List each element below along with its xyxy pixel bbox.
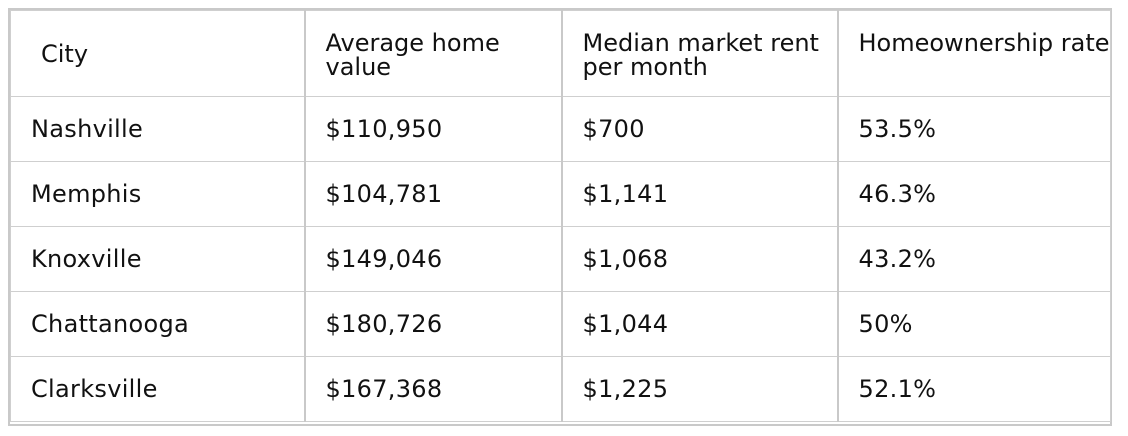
table-row: Knoxville $149,046 $1,068 43.2% bbox=[10, 226, 1111, 292]
cell-median-rent: $1,044 bbox=[560, 291, 838, 357]
cell-city: Nashville bbox=[10, 96, 305, 162]
housing-data-table: City Average home value Median market re… bbox=[10, 10, 1111, 422]
cell-homeownership-rate: 53.5% bbox=[836, 96, 1111, 162]
cell-average-home-value: $149,046 bbox=[303, 226, 562, 292]
cell-homeownership-rate: 50% bbox=[836, 291, 1111, 357]
cell-city: Chattanooga bbox=[10, 291, 305, 357]
cell-median-rent: $700 bbox=[560, 96, 838, 162]
table-row: Nashville $110,950 $700 53.5% bbox=[10, 96, 1111, 162]
column-header-median-rent: Median market rent per month bbox=[560, 10, 838, 97]
cell-homeownership-rate: 46.3% bbox=[836, 161, 1111, 227]
table-bottom-border bbox=[8, 424, 1112, 426]
cell-city: Memphis bbox=[10, 161, 305, 227]
cell-average-home-value: $167,368 bbox=[303, 356, 562, 422]
cell-median-rent: $1,068 bbox=[560, 226, 838, 292]
column-header-average-home-value: Average home value bbox=[303, 10, 562, 97]
table-row: Chattanooga $180,726 $1,044 50% bbox=[10, 291, 1111, 357]
cell-homeownership-rate: 52.1% bbox=[836, 356, 1111, 422]
table-row: Memphis $104,781 $1,141 46.3% bbox=[10, 161, 1111, 227]
cell-median-rent: $1,141 bbox=[560, 161, 838, 227]
cell-average-home-value: $180,726 bbox=[303, 291, 562, 357]
column-header-city: City bbox=[10, 10, 305, 97]
cell-average-home-value: $110,950 bbox=[303, 96, 562, 162]
cell-median-rent: $1,225 bbox=[560, 356, 838, 422]
cell-average-home-value: $104,781 bbox=[303, 161, 562, 227]
table-row: Clarksville $167,368 $1,225 52.1% bbox=[10, 356, 1111, 422]
cell-homeownership-rate: 43.2% bbox=[836, 226, 1111, 292]
column-header-homeownership-rate: Homeownership rate bbox=[836, 10, 1111, 97]
table-header-row: City Average home value Median market re… bbox=[10, 10, 1111, 97]
cell-city: Clarksville bbox=[10, 356, 305, 422]
cell-city: Knoxville bbox=[10, 226, 305, 292]
